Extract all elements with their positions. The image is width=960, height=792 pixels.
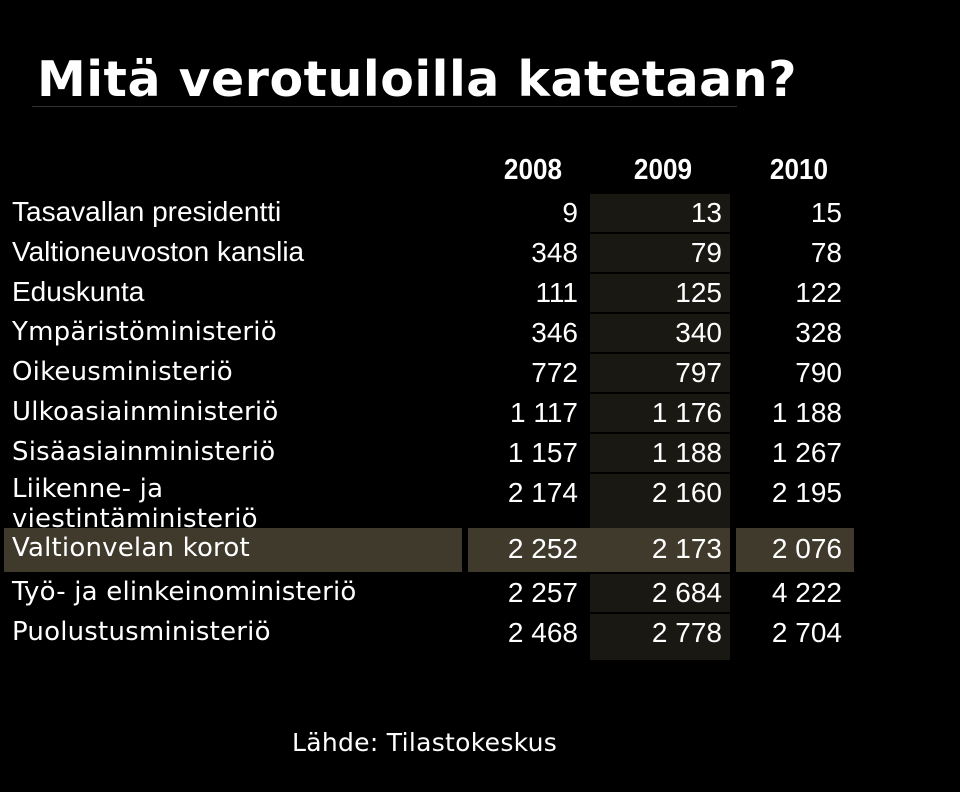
value-2010: 328 xyxy=(795,317,842,348)
column-2009-shade xyxy=(590,192,730,232)
column-2009-shade xyxy=(590,432,730,472)
row-label: Eduskunta xyxy=(12,276,145,307)
value-2010: 15 xyxy=(810,197,842,228)
value-2009: 1 188 xyxy=(651,437,722,468)
value-2010: 2 195 xyxy=(771,477,842,508)
table-row: Tasavallan presidentti 9 13 15 xyxy=(0,192,860,232)
value-2008: 346 xyxy=(531,317,578,348)
value-2010: 2 076 xyxy=(771,533,842,564)
table-row: Eduskunta 111 125 122 xyxy=(0,272,860,312)
value-2009: 2 684 xyxy=(651,577,722,608)
value-2009: 2 778 xyxy=(651,617,722,648)
row-label: Ulkoasiainministeriö xyxy=(12,397,279,427)
table-row: Ulkoasiainministeriö 1 117 1 176 1 188 xyxy=(0,392,860,432)
value-2008: 1 157 xyxy=(507,437,578,468)
table-header-row: 2008 2009 2010 xyxy=(0,148,860,192)
value-2010: 1 267 xyxy=(771,437,842,468)
value-2010: 2 704 xyxy=(771,617,842,648)
table-row: Oikeusministeriö 772 797 790 xyxy=(0,352,860,392)
value-2009: 13 xyxy=(690,197,722,228)
row-highlight xyxy=(4,528,854,572)
value-2009: 797 xyxy=(675,357,722,388)
column-2009-shade xyxy=(590,352,730,392)
row-label: Oikeusministeriö xyxy=(12,357,233,387)
table-row: Liikenne- ja viestintäministeriö 2 174 2 1… xyxy=(0,472,860,534)
column-2009-shade xyxy=(590,272,730,312)
value-2010: 78 xyxy=(810,237,842,268)
value-2010: 4 222 xyxy=(771,577,842,608)
value-2009: 79 xyxy=(690,237,722,268)
row-label: Valtionvelan korot xyxy=(12,533,250,563)
value-2010: 790 xyxy=(795,357,842,388)
value-2009: 340 xyxy=(675,317,722,348)
value-2008: 111 xyxy=(535,277,578,308)
value-2009: 2 160 xyxy=(651,477,722,508)
table-row: Ympäristöministeriö 346 340 328 xyxy=(0,312,860,352)
value-2008: 348 xyxy=(531,237,578,268)
row-label: Liikenne- ja viestintäministeriö xyxy=(12,474,258,534)
column-2009-shade xyxy=(590,572,730,612)
value-2008: 772 xyxy=(531,357,578,388)
column-2009-shade xyxy=(590,232,730,272)
column-2009-shade xyxy=(590,472,730,528)
value-2008: 2 257 xyxy=(507,577,578,608)
table-row: Puolustusministeriö 2 468 2 778 2 704 xyxy=(0,612,860,660)
column-2009-shade xyxy=(590,612,730,660)
table-body: Tasavallan presidentti 9 13 15 Valtioneuvost… xyxy=(0,192,860,660)
column-2009-shade xyxy=(590,312,730,352)
title-divider xyxy=(32,106,737,107)
cell-divider xyxy=(462,528,468,572)
budget-table: 2008 2009 2010 Tasavallan presidentti 9 13… xyxy=(0,148,860,660)
table-row: Työ- ja elinkeinoministeriö 2 257 2 684 4 2… xyxy=(0,572,860,612)
value-2009: 1 176 xyxy=(651,397,722,428)
row-label: Ympäristöministeriö xyxy=(12,317,277,347)
year-header-2010: 2010 xyxy=(769,154,828,186)
value-2008: 9 xyxy=(562,197,578,228)
cell-divider xyxy=(730,528,736,572)
year-header-2009: 2009 xyxy=(633,154,692,186)
value-2010: 122 xyxy=(795,277,842,308)
table-row: Valtioneuvoston kanslia 348 79 78 xyxy=(0,232,860,272)
year-header-2008: 2008 xyxy=(503,154,562,186)
row-label: Sisäasiainministeriö xyxy=(12,437,276,467)
row-label: Puolustusministeriö xyxy=(12,617,271,647)
value-2008: 2 174 xyxy=(507,477,578,508)
page-title: Mitä verotuloilla katetaan? xyxy=(37,51,798,108)
row-label: Työ- ja elinkeinoministeriö xyxy=(12,577,357,607)
table-row: Sisäasiainministeriö 1 157 1 188 1 267 xyxy=(0,432,860,472)
value-2009: 125 xyxy=(675,277,722,308)
value-2009: 2 173 xyxy=(651,533,722,564)
value-2010: 1 188 xyxy=(771,397,842,428)
table-row: Valtionvelan korot 2 252 2 173 2 076 xyxy=(0,528,860,572)
value-2008: 2 468 xyxy=(507,617,578,648)
value-2008: 2 252 xyxy=(507,533,578,564)
source-note: Lähde: Tilastokeskus xyxy=(292,728,558,757)
value-2008: 1 117 xyxy=(510,397,578,428)
row-label: Tasavallan presidentti xyxy=(12,196,282,227)
row-label: Valtioneuvoston kanslia xyxy=(12,236,305,267)
column-2009-shade xyxy=(590,392,730,432)
